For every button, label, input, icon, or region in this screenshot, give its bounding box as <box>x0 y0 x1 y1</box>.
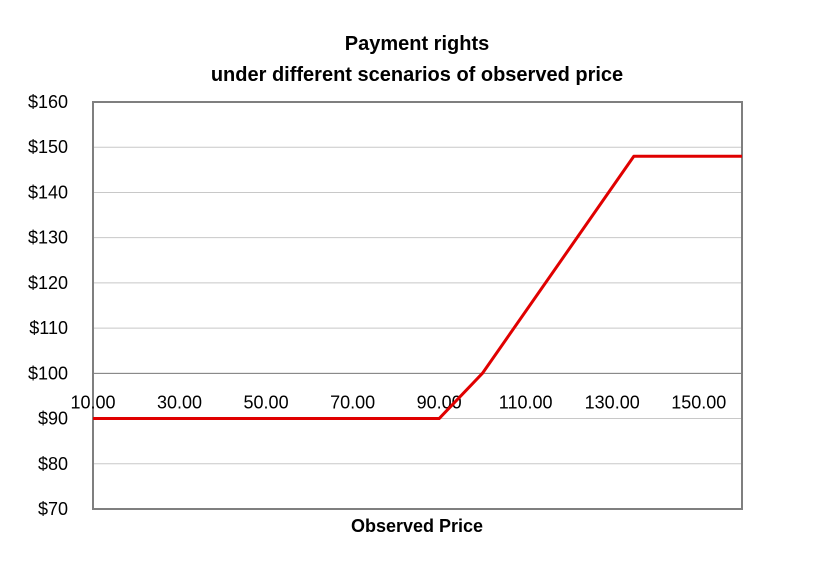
y-tick-label: $140 <box>28 182 68 202</box>
y-axis-tick-labels: $70 $80 $90 $100 $110 $120 $130 $140 $150 $160 <box>28 92 68 519</box>
y-tick-label: $160 <box>28 92 68 112</box>
chart-title: Payment rights <box>344 33 490 55</box>
y-tick-label: $80 <box>38 454 68 474</box>
x-tick-label: 30.00 <box>157 392 202 412</box>
x-tick-label: 150.00 <box>671 392 726 412</box>
y-tick-label: $130 <box>28 228 68 248</box>
plot-area-border <box>92 101 743 510</box>
y-tick-label: $90 <box>38 409 68 429</box>
x-tick-label: 70.00 <box>330 392 375 412</box>
x-tick-label: 10.00 <box>70 392 115 412</box>
x-tick-label: 50.00 <box>244 392 289 412</box>
x-tick-label: 130.00 <box>585 392 640 412</box>
series-layer <box>93 154 742 421</box>
x-axis-tick-labels: 10.00 30.00 50.00 70.00 90.00 110.00 130.00 150… <box>70 392 726 412</box>
y-tick-label: $100 <box>28 363 68 383</box>
y-tick-label: $110 <box>29 318 68 338</box>
series-line <box>93 154 742 421</box>
y-tick-label: $150 <box>28 137 68 157</box>
x-axis-title: Observed Price <box>350 516 484 536</box>
x-tick-label: 110.00 <box>499 392 553 412</box>
chart-subtitle: under different scenarios of observed pr… <box>210 64 624 86</box>
gridlines <box>93 146 742 465</box>
y-tick-label: $70 <box>38 499 68 519</box>
y-tick-label: $120 <box>28 273 68 293</box>
